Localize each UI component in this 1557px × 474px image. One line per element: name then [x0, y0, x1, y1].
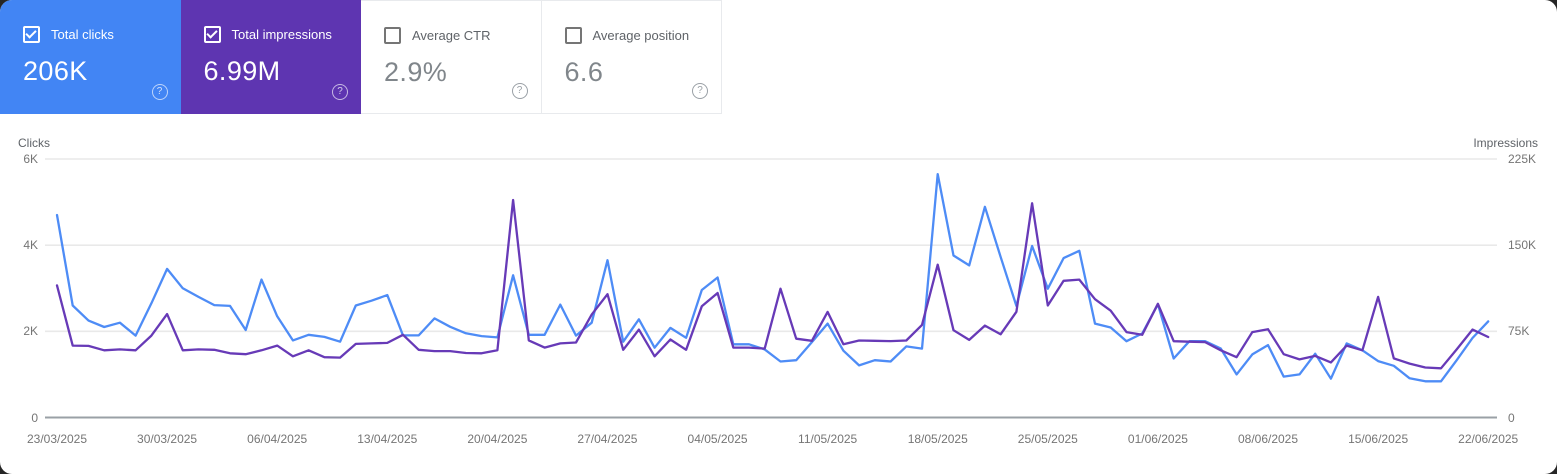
left-axis-tick: 0: [31, 410, 38, 425]
x-axis-tick: 30/03/2025: [137, 432, 198, 446]
help-icon[interactable]: ?: [151, 84, 168, 100]
x-axis-tick: 08/06/2025: [1237, 432, 1299, 446]
metric-card-header: Average position: [542, 1, 722, 44]
x-axis-tick: 04/05/2025: [687, 432, 748, 446]
x-axis-tick: 01/06/2025: [1127, 432, 1188, 446]
total-clicks-line: [55, 172, 1490, 383]
metric-card-label: Total impressions: [231, 27, 332, 42]
x-axis-tick: 27/04/2025: [577, 432, 638, 446]
metric-card-label: Average position: [592, 28, 690, 43]
metric-card-value: 6.99M: [203, 56, 281, 86]
metric-card-value: 6.6: [564, 57, 604, 87]
check-icon: [25, 27, 37, 39]
metric-card-label: Total clicks: [51, 27, 114, 42]
x-axis-tick: 15/06/2025: [1348, 432, 1409, 446]
help-icon[interactable]: ?: [332, 84, 348, 100]
x-axis-tick: 23/03/2025: [26, 432, 88, 446]
right-axis-tick: 225K: [1508, 152, 1537, 166]
metric-card-header: Average CTR: [361, 1, 541, 44]
x-axis-tick: 13/04/2025: [357, 432, 418, 446]
total-impressions-line: [55, 198, 1490, 370]
x-axis-tick: 11/05/2025: [798, 432, 858, 446]
right-axis-tick: 75K: [1508, 324, 1530, 339]
metric-card-total-clicks[interactable]: Total clicks 206K?: [0, 0, 181, 114]
x-axis-tick: 18/05/2025: [907, 432, 968, 446]
help-icon[interactable]: ?: [511, 83, 528, 99]
right-axis-tick: 0: [1508, 410, 1515, 425]
x-axis-tick: 06/04/2025: [247, 432, 308, 446]
left-axis-tick: 2K: [23, 324, 38, 339]
checkbox-total-clicks[interactable]: [23, 26, 40, 43]
x-axis-tick: 22/06/2025: [1458, 432, 1519, 446]
right-axis-title: Impressions: [1473, 136, 1538, 150]
metric-cards: Total clicks 206K? Total impressions 6.99M?…: [0, 0, 722, 114]
metric-card-average-position[interactable]: Average position 6.6?: [541, 0, 722, 114]
metric-card-average-ctr[interactable]: Average CTR 2.9%?: [361, 0, 542, 114]
chart-plot-area[interactable]: [57, 159, 1488, 418]
right-axis-tick: 150K: [1508, 238, 1537, 253]
metric-card-header: Total impressions: [181, 0, 362, 43]
x-axis-tick: 20/04/2025: [467, 432, 528, 446]
x-axis-tick: 25/05/2025: [1017, 432, 1078, 446]
metric-card-total-impressions[interactable]: Total impressions 6.99M?: [180, 0, 362, 114]
check-icon: [205, 27, 218, 39]
checkbox-total-impressions[interactable]: [203, 26, 221, 43]
metric-card-value: 206K: [23, 56, 88, 86]
help-icon[interactable]: ?: [692, 83, 708, 99]
metric-card-header: Total clicks: [0, 0, 181, 43]
checkbox-average-position[interactable]: [564, 27, 582, 44]
left-axis-tick: 4K: [23, 238, 38, 253]
left-axis-title: Clicks: [18, 136, 50, 150]
left-axis-tick: 6K: [23, 152, 38, 166]
metric-card-value: 2.9%: [384, 57, 448, 87]
metric-card-label: Average CTR: [412, 28, 491, 43]
checkbox-average-ctr[interactable]: [384, 27, 401, 44]
